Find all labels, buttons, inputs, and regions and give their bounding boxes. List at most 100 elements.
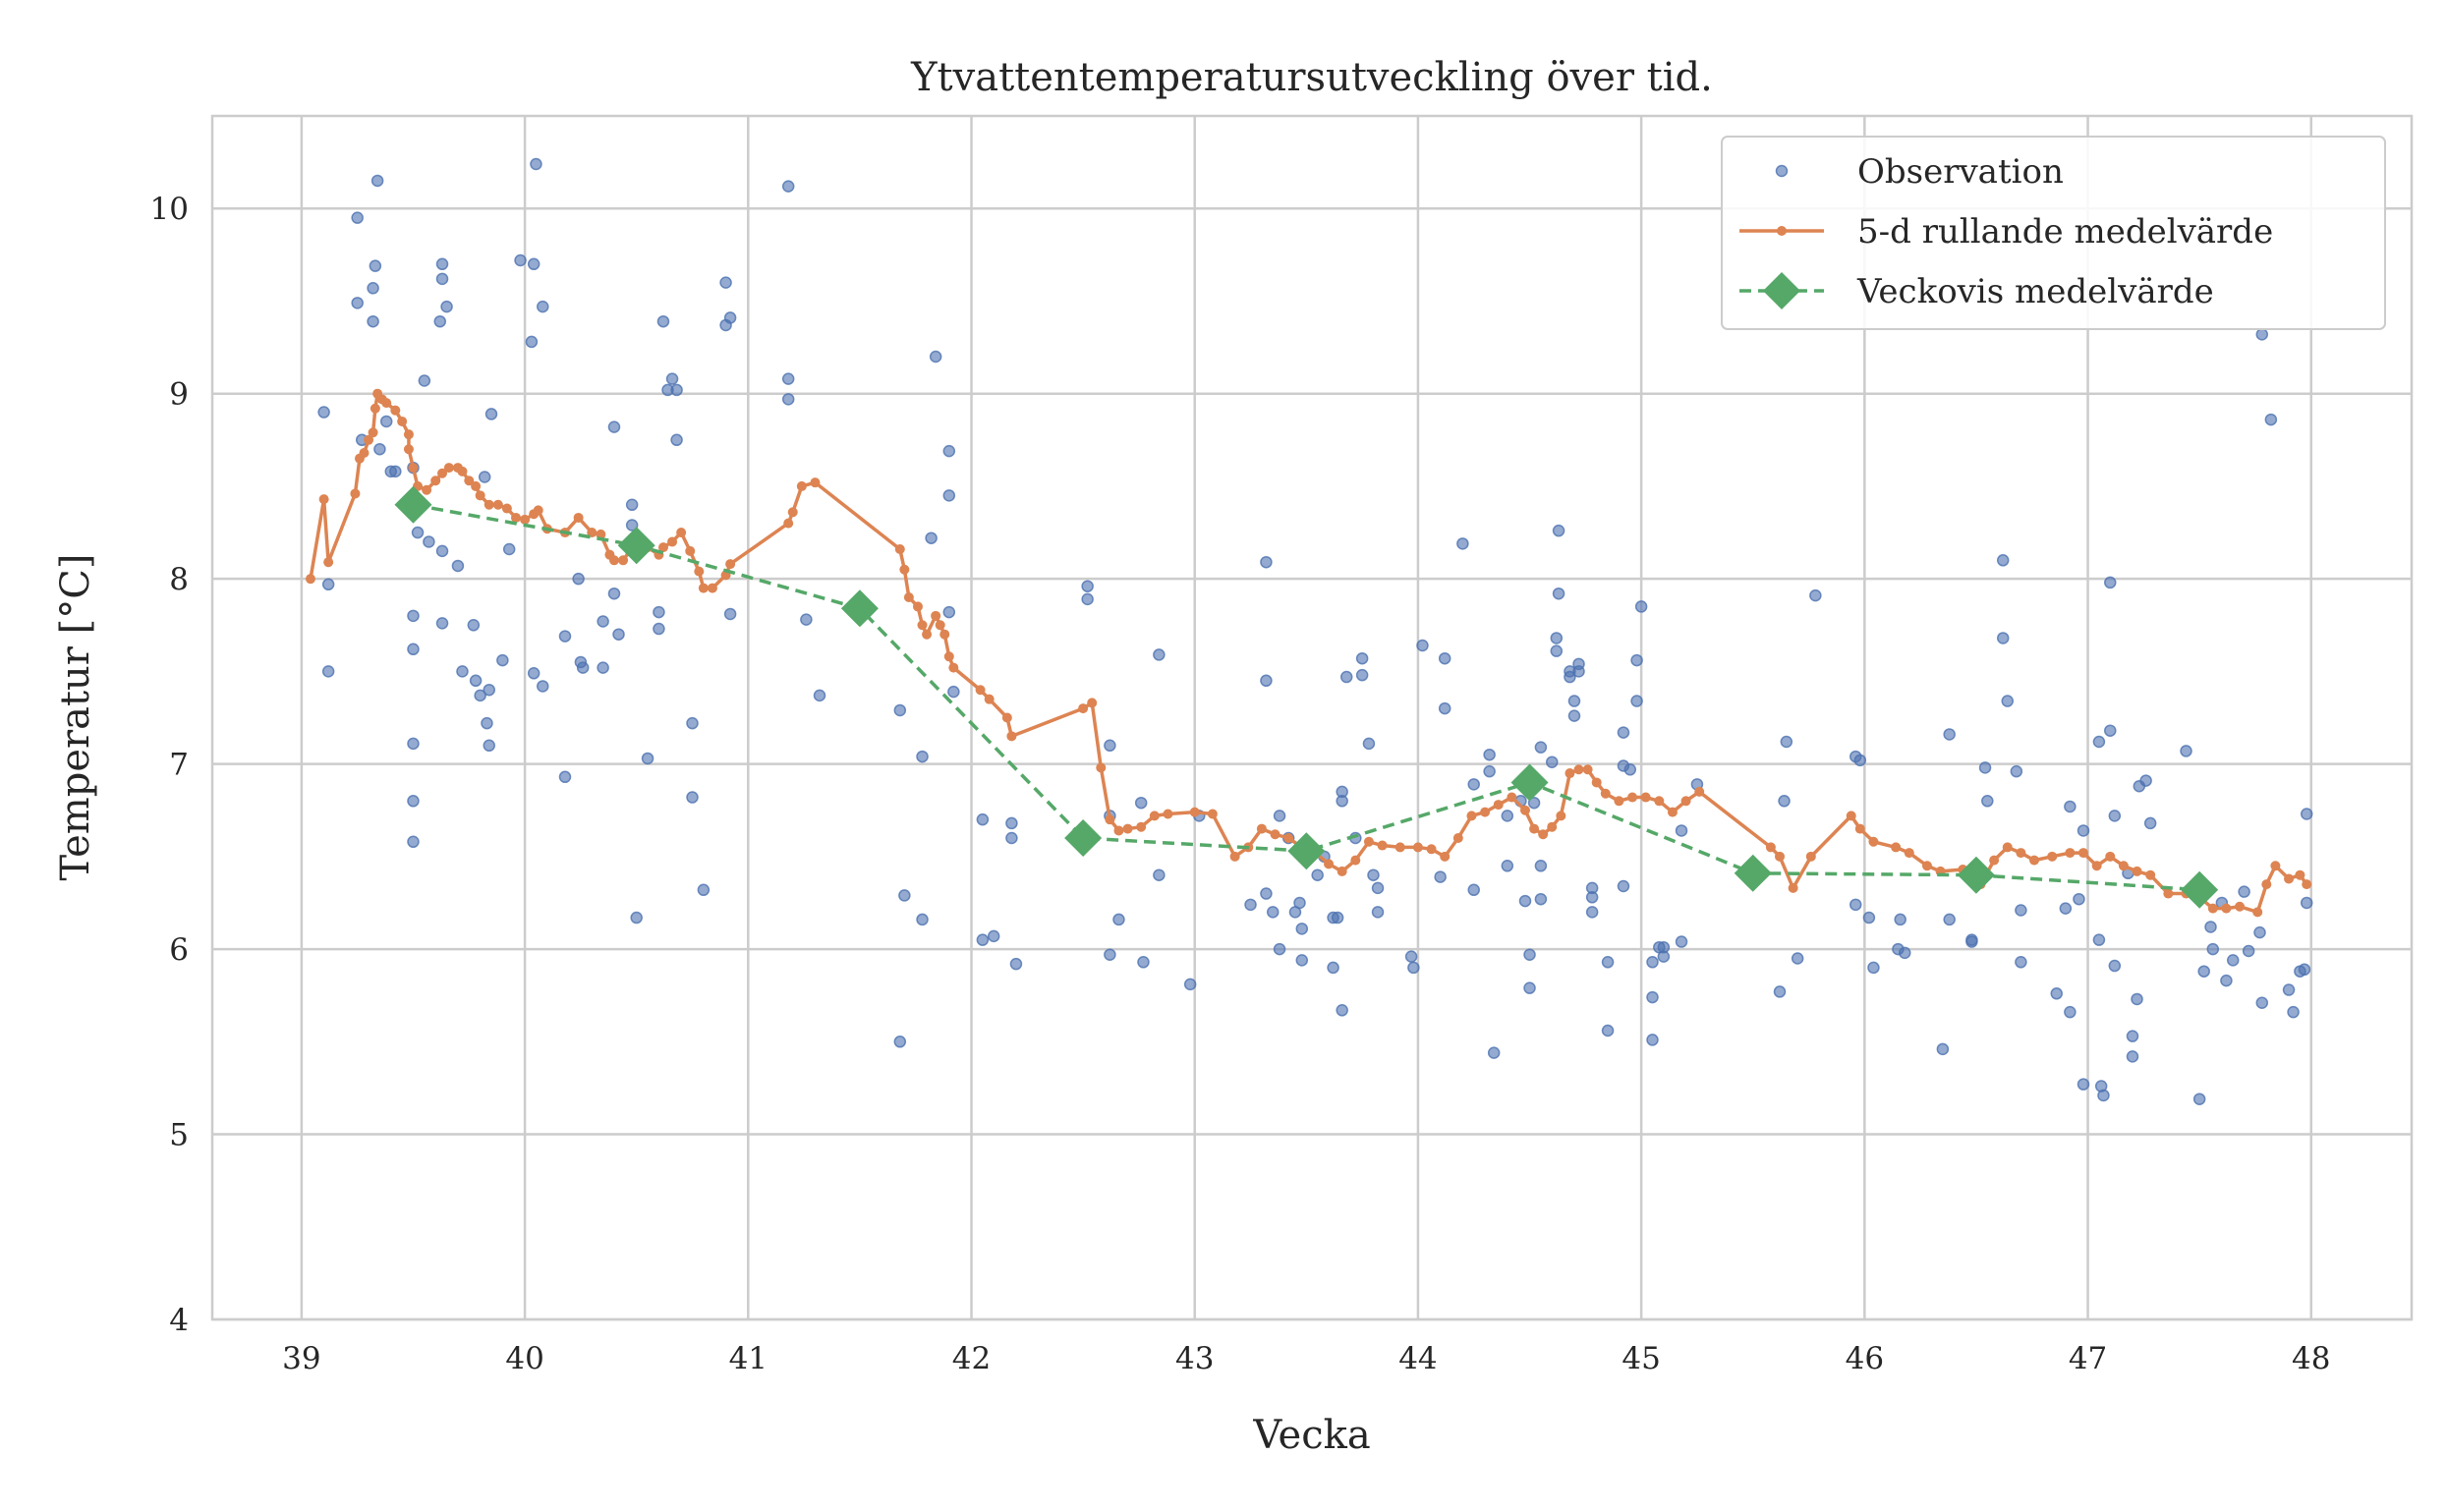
rolling-mean-point (430, 476, 441, 486)
observation-point (435, 257, 449, 271)
rolling-mean-point (408, 463, 419, 474)
rolling-mean-point (511, 512, 522, 523)
observation-point (2092, 933, 2106, 946)
observation-point (1898, 946, 1911, 960)
observation-point (607, 587, 621, 600)
y-tick-label: 6 (169, 932, 189, 968)
rolling-mean-point (2065, 848, 2076, 859)
observation-point (1311, 868, 1324, 881)
rolling-mean-point (2132, 866, 2142, 876)
observation-point (942, 489, 956, 502)
observation-point (1646, 990, 1659, 1004)
rolling-mean-point (1654, 796, 1665, 807)
observation-point (2108, 959, 2122, 973)
observation-point (407, 835, 420, 849)
observation-point (370, 174, 384, 188)
rolling-mean-point (1113, 825, 1124, 836)
rolling-mean-point (1547, 821, 1558, 832)
rolling-mean-point (1582, 764, 1593, 775)
observation-point (351, 211, 364, 224)
observation-point (2001, 695, 2015, 707)
observation-point (496, 653, 509, 667)
observation-point (1293, 896, 1306, 910)
observation-point (2253, 925, 2266, 939)
rolling-mean-point (899, 564, 910, 575)
rolling-mean-point (1394, 842, 1405, 853)
rolling-mean-point (364, 434, 374, 445)
observation-point (407, 643, 420, 656)
observation-point (1601, 1024, 1615, 1037)
rolling-mean-point (1105, 814, 1115, 825)
rolling-mean-point (939, 629, 950, 640)
observation-point (2226, 954, 2240, 967)
rolling-mean-point (1412, 842, 1423, 853)
legend: Observation 5-d rullande medelvärde Veck… (1721, 136, 2386, 330)
observation-point (525, 335, 539, 349)
observation-point (2064, 800, 2077, 813)
x-tick-label: 39 (282, 1341, 320, 1376)
observation-point (2126, 1030, 2139, 1042)
rolling-mean-point (1163, 809, 1173, 819)
observation-point (1943, 913, 1956, 926)
observation-point (321, 665, 335, 678)
observation-point (1331, 911, 1344, 924)
rolling-mean-point (457, 466, 468, 476)
observation-point (2097, 1089, 2110, 1102)
legend-rolling-marker (1777, 226, 1787, 236)
observation-point (1534, 860, 1548, 872)
legend-weekly-label: Veckovis medelvärde (1856, 272, 2214, 311)
observation-point (478, 471, 491, 483)
rolling-mean-point (917, 620, 928, 631)
x-tick-label: 42 (952, 1341, 991, 1376)
rolling-mean-point (2118, 861, 2129, 871)
rolling-mean-point (350, 488, 361, 499)
y-tick-label: 9 (169, 377, 189, 413)
weekly-mean-series (394, 485, 2219, 909)
observation-point (1244, 898, 1257, 912)
observation-point (612, 628, 625, 641)
observation-point (451, 559, 465, 573)
rolling-mean-point (1363, 836, 1374, 847)
chart-title: Ytvattentemperatursutveckling över tid. (910, 55, 1713, 100)
observation-point (373, 442, 386, 456)
rolling-mean-point (608, 555, 619, 566)
rolling-mean-point (1324, 859, 1335, 869)
observation-point (527, 667, 541, 680)
legend-box (1721, 136, 2386, 330)
weekly-mean-marker (2181, 870, 2219, 909)
observation-point (2108, 810, 2122, 822)
observation-point (2131, 992, 2143, 1006)
x-tick-label: 41 (729, 1341, 768, 1376)
rolling-mean-point (975, 685, 986, 696)
observation-point (467, 619, 481, 632)
observation-point (1853, 754, 1867, 767)
legend-weekly-marker (1763, 272, 1800, 309)
observation-point (367, 282, 379, 295)
rolling-mean-point (1519, 805, 1530, 815)
weekly-mean-marker (1734, 854, 1772, 892)
observation-point (2255, 996, 2269, 1009)
observation-point (537, 300, 549, 313)
observation-point (474, 689, 486, 702)
observation-point (653, 622, 665, 636)
rolling-mean-series (305, 388, 2312, 918)
observation-point (898, 889, 911, 902)
rolling-mean-point (2284, 873, 2295, 884)
observation-point (1657, 940, 1671, 954)
observation-point (2300, 896, 2313, 910)
observation-point (2015, 904, 2027, 917)
observation-point (1295, 954, 1309, 967)
rolling-mean-point (520, 514, 531, 525)
observation-point (1483, 748, 1496, 761)
rolling-mean-point (707, 583, 717, 593)
observation-point (1339, 670, 1353, 684)
observation-point (502, 542, 516, 556)
observation-point (411, 526, 425, 539)
rolling-mean-point (618, 555, 629, 566)
observation-point (1634, 600, 1648, 613)
observation-point (1273, 942, 1286, 956)
observation-point (2015, 956, 2027, 969)
rolling-mean-point (1846, 811, 1856, 821)
rolling-mean-point (1136, 821, 1147, 832)
observation-point (1943, 728, 1956, 741)
